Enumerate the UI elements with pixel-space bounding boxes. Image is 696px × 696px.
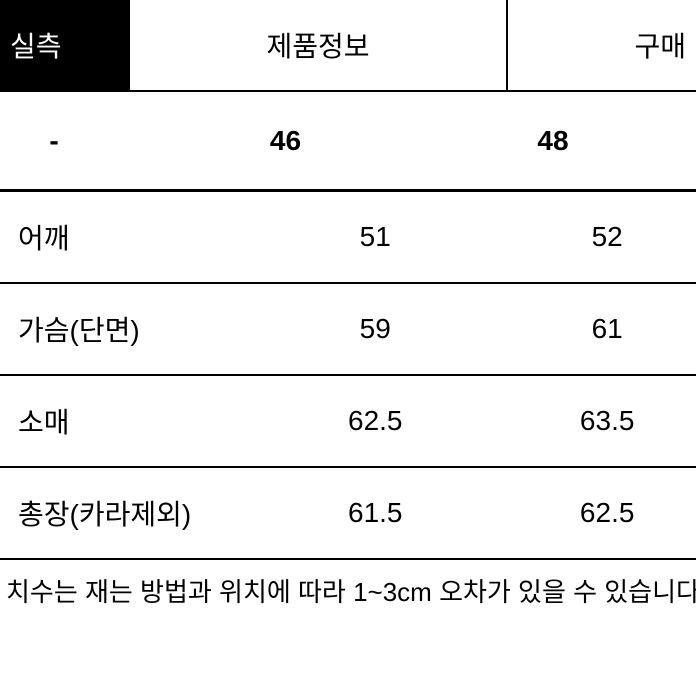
tab-label: 구매 (634, 25, 686, 65)
table-row: 어깨 51 52 (0, 192, 696, 284)
table-row: 소매 62.5 63.5 (0, 376, 696, 468)
tab-measurement[interactable]: 실측 (0, 0, 130, 90)
row-size-48: 61 (518, 313, 696, 345)
row-size-46: 61.5 (232, 497, 518, 529)
header-size-46: 46 (108, 125, 463, 157)
row-label: 총장(카라제외) (0, 493, 232, 533)
tab-bar: 실측 제품정보 구매 (0, 0, 696, 92)
row-label: 가슴(단면) (0, 309, 232, 349)
tab-label: 제품정보 (266, 25, 369, 65)
table-row: 총장(카라제외) 61.5 62.5 (0, 468, 696, 560)
row-size-46: 59 (232, 313, 518, 345)
note-text: 치수는 재는 방법과 위치에 따라 1~3cm 오차가 있을 수 있습니다. (6, 572, 696, 609)
row-size-46: 62.5 (232, 405, 518, 437)
table-row: 가슴(단면) 59 61 (0, 284, 696, 376)
row-size-48: 63.5 (518, 405, 696, 437)
row-label: 소매 (0, 401, 232, 441)
tab-label: 실측 (10, 25, 62, 65)
row-size-48: 62.5 (518, 497, 696, 529)
size-table: - 46 48 어깨 51 52 가슴(단면) 59 61 소매 62.5 63… (0, 92, 696, 620)
row-size-48: 52 (518, 221, 696, 253)
header-size-48: 48 (463, 125, 643, 157)
tab-product-info[interactable]: 제품정보 (130, 0, 508, 90)
row-size-46: 51 (232, 221, 518, 253)
tab-purchase[interactable]: 구매 (508, 0, 696, 90)
table-header-row: - 46 48 (0, 92, 696, 192)
table-note: 치수는 재는 방법과 위치에 따라 1~3cm 오차가 있을 수 있습니다. (0, 560, 696, 620)
row-label: 어깨 (0, 217, 232, 257)
header-label: - (0, 125, 108, 157)
